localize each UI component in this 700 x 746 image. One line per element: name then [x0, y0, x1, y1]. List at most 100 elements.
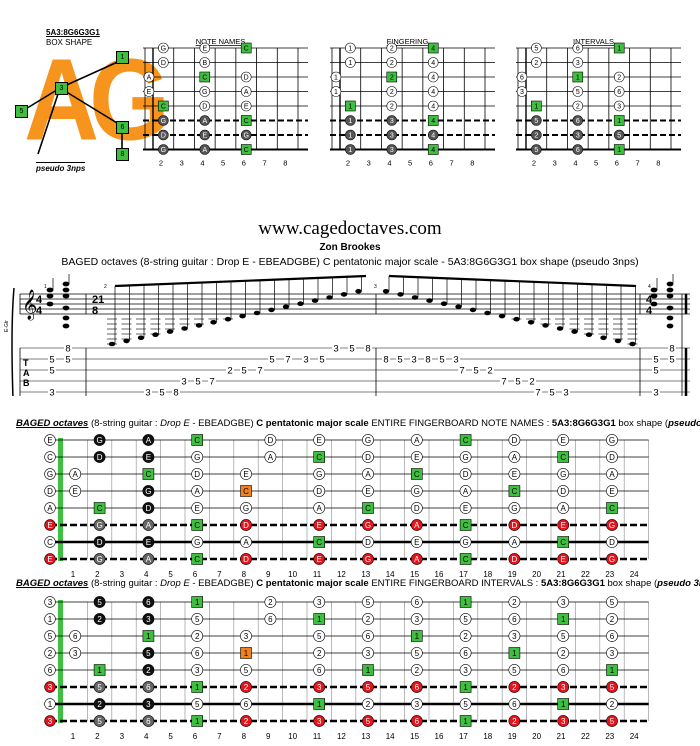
octave-note-marker — [313, 681, 326, 693]
tab-fret-number: 2 — [227, 366, 232, 377]
mini-note-marker — [240, 71, 252, 83]
note-label: 3 — [415, 615, 420, 624]
note-label: 1 — [195, 598, 200, 607]
note-label: C — [146, 470, 152, 479]
note-marker — [410, 664, 423, 676]
svg-text:2: 2 — [534, 133, 538, 140]
note-marker — [410, 451, 423, 463]
svg-text:5: 5 — [617, 133, 621, 140]
fret-number: 16 — [435, 570, 444, 578]
note-label: 6 — [610, 632, 615, 641]
note-label: 3 — [366, 649, 371, 658]
tab-fret-number: 3 — [453, 355, 458, 366]
mini-note-marker — [240, 100, 252, 112]
note-label: A — [268, 453, 274, 462]
staff-note — [527, 320, 535, 325]
box-caption: pseudo 3nps — [36, 162, 86, 173]
box-note-marker — [142, 715, 155, 727]
note-label: 5 — [561, 632, 566, 641]
mini-fret-number: 8 — [470, 159, 474, 168]
note-marker — [508, 451, 521, 463]
octave-note-marker — [557, 715, 570, 727]
note-marker — [362, 485, 374, 497]
mini-fret-number: 2 — [346, 159, 350, 168]
note-label: 3 — [146, 700, 151, 709]
tab-fret-number: 7 — [285, 355, 290, 366]
mini-note-marker — [158, 115, 169, 126]
svg-text:1: 1 — [334, 75, 338, 82]
root-marker — [508, 485, 521, 497]
svg-text:3: 3 — [48, 598, 53, 607]
time-signature: 8 — [92, 305, 98, 317]
mini-note-marker — [386, 129, 398, 141]
svg-text:C: C — [244, 46, 249, 53]
mini-fret-number: 3 — [367, 159, 371, 168]
mini-note-marker — [516, 86, 528, 97]
note-label: D — [463, 470, 469, 479]
fingerboard-title-part: - EBEADGBE) — [189, 578, 257, 589]
fret-number: 19 — [508, 732, 517, 741]
site-url[interactable]: www.cagedoctaves.com — [258, 218, 442, 239]
note-label: 6 — [73, 632, 78, 641]
note-marker — [508, 630, 521, 642]
staff-note — [210, 320, 217, 325]
mini-diagram-3: INTERVALS 5 6 1 2 3 6 1 2 3 5 6 1 2 3 5 6 1 2 3 5 5 6 1 2 3 4 5 6 7 8 — [516, 37, 681, 168]
mini-root-marker — [386, 71, 398, 83]
note-label: E — [414, 538, 419, 547]
open-string-marker — [44, 536, 56, 548]
mini-note-marker — [572, 100, 584, 112]
root-marker — [557, 536, 570, 548]
fingerboard-title-part: C pentatonic major scale — [256, 418, 369, 429]
note-marker — [240, 698, 252, 710]
mini-note-marker — [572, 86, 584, 97]
note-label: A — [561, 504, 567, 513]
note-label: 3 — [561, 598, 566, 607]
svg-text:4: 4 — [431, 118, 435, 125]
open-string-marker — [44, 664, 56, 676]
note-label: 6 — [268, 615, 273, 624]
note-marker — [410, 502, 423, 514]
svg-text:3: 3 — [48, 683, 53, 692]
box-note-marker — [93, 596, 106, 608]
box-marker-8: 8 — [116, 148, 129, 161]
svg-text:6: 6 — [576, 147, 580, 154]
svg-text:C: C — [47, 538, 53, 547]
note-label: 1 — [561, 615, 566, 624]
octave-note-marker — [410, 681, 423, 693]
box-marker-1: 1 — [116, 51, 129, 64]
svg-text:6: 6 — [520, 75, 524, 82]
svg-text:3: 3 — [390, 147, 394, 154]
note-marker — [459, 698, 472, 710]
mini-note-marker — [613, 71, 625, 83]
note-label: 3 — [244, 632, 249, 641]
mini-note-marker — [531, 115, 542, 126]
note-label: 5 — [610, 717, 615, 726]
note-marker — [69, 630, 82, 642]
note-marker — [459, 536, 472, 548]
note-marker — [459, 647, 472, 659]
svg-text:6: 6 — [617, 89, 621, 96]
tab-fret-number: 2 — [487, 366, 492, 377]
svg-text:1: 1 — [334, 89, 338, 96]
note-marker — [508, 596, 521, 608]
svg-text:C: C — [47, 453, 53, 462]
mini-note-marker — [531, 42, 542, 54]
time-signature: 4 — [646, 294, 653, 306]
note-label: D — [316, 487, 322, 496]
note-marker — [606, 536, 618, 548]
root-marker — [410, 630, 423, 642]
note-label: 2 — [463, 632, 468, 641]
note-label: 5 — [463, 700, 468, 709]
note-label: 1 — [561, 700, 566, 709]
mini-note-marker — [386, 57, 398, 68]
staff-note — [62, 305, 70, 311]
note-marker — [410, 698, 423, 710]
note-marker — [313, 485, 326, 497]
svg-text:E: E — [47, 521, 52, 530]
mini-note-marker — [427, 86, 439, 97]
svg-text:2: 2 — [390, 46, 394, 53]
mini-note-marker — [158, 42, 169, 54]
scale-subtitle: BAGED octaves (8-string guitar : Drop E … — [61, 256, 639, 268]
octave-note-marker — [508, 519, 521, 531]
